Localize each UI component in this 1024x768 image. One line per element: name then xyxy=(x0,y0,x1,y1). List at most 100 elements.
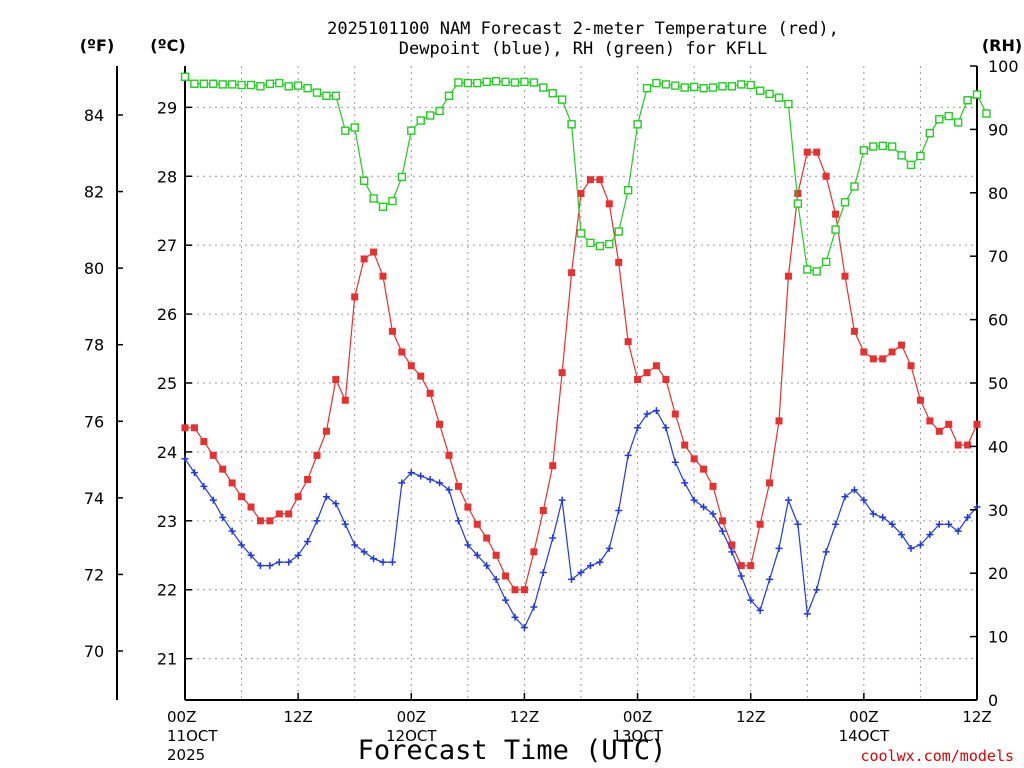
data-point xyxy=(774,93,784,102)
data-point xyxy=(190,469,198,477)
data-point xyxy=(181,424,189,432)
data-point xyxy=(586,238,595,248)
data-point xyxy=(247,503,255,511)
data-point xyxy=(766,479,774,487)
fahrenheit-unit-label: (ºF) xyxy=(80,36,115,55)
data-point xyxy=(425,111,435,120)
data-point xyxy=(634,424,642,432)
data-point xyxy=(615,506,623,514)
data-point xyxy=(869,510,877,518)
data-point xyxy=(369,194,378,203)
data-point xyxy=(209,79,218,88)
data-point xyxy=(379,558,387,566)
fahrenheit-tick-label: 76 xyxy=(84,412,104,431)
celsius-tick-label: 21 xyxy=(157,650,177,669)
data-point xyxy=(652,78,661,88)
data-point xyxy=(539,506,547,514)
time-tick-label: 00Z xyxy=(397,708,426,726)
data-point xyxy=(576,229,586,238)
fahrenheit-tick-label: 82 xyxy=(84,183,104,202)
rh-tick-label: 40 xyxy=(988,437,1008,456)
data-point xyxy=(332,500,340,508)
data-point xyxy=(530,548,538,556)
data-point xyxy=(238,493,246,501)
data-point xyxy=(548,89,557,98)
data-point xyxy=(256,562,264,570)
data-point xyxy=(907,544,915,552)
rh-tick-label: 50 xyxy=(988,374,1008,393)
data-point xyxy=(397,172,407,182)
data-point xyxy=(681,479,689,487)
data-point xyxy=(378,202,388,211)
fahrenheit-tick-label: 84 xyxy=(84,106,104,125)
data-point xyxy=(737,80,746,89)
data-point xyxy=(624,338,632,346)
data-point xyxy=(445,451,453,459)
data-point xyxy=(652,407,660,415)
chart-title-line1: 2025101100 NAM Forecast 2-meter Temperat… xyxy=(327,19,839,39)
data-point xyxy=(737,562,745,570)
data-point xyxy=(765,89,774,99)
data-point xyxy=(511,613,519,621)
credit-text: coolwx.com/models xyxy=(860,747,1014,765)
data-point xyxy=(265,79,275,88)
data-point xyxy=(945,420,953,428)
data-point xyxy=(388,196,397,206)
data-point xyxy=(530,603,538,611)
data-point xyxy=(690,496,698,504)
data-point xyxy=(747,596,755,604)
rh-tick-label: 20 xyxy=(988,564,1008,583)
data-point xyxy=(199,79,209,88)
data-point xyxy=(473,551,481,559)
data-point xyxy=(436,420,444,428)
time-tick-label: 12Z xyxy=(283,708,312,726)
series-rh xyxy=(180,72,991,276)
data-point xyxy=(557,95,567,104)
data-point xyxy=(841,272,849,280)
data-point xyxy=(464,503,472,511)
data-point xyxy=(266,562,274,570)
data-point xyxy=(784,99,793,109)
data-point xyxy=(312,88,322,97)
data-point xyxy=(831,225,840,234)
data-point xyxy=(784,272,792,280)
data-point xyxy=(671,458,679,466)
time-tick-label: 2025 xyxy=(167,746,205,764)
data-point xyxy=(850,486,858,494)
data-point xyxy=(473,520,481,528)
data-point xyxy=(709,482,717,490)
celsius-tick-label: 26 xyxy=(157,305,177,324)
rh-tick-label: 30 xyxy=(988,501,1008,520)
data-point xyxy=(652,362,660,370)
data-point xyxy=(642,83,652,93)
data-point xyxy=(888,520,896,528)
series-line xyxy=(184,76,987,273)
data-point xyxy=(350,123,359,132)
data-point xyxy=(615,258,623,266)
time-tick-label: 12Z xyxy=(510,708,539,726)
data-point xyxy=(568,575,576,583)
data-point xyxy=(756,520,764,528)
data-point xyxy=(275,78,284,88)
data-point xyxy=(879,513,887,521)
data-point xyxy=(586,176,594,184)
data-point xyxy=(181,455,189,463)
data-point xyxy=(510,78,520,87)
data-point xyxy=(822,172,830,180)
data-point xyxy=(398,479,406,487)
data-point xyxy=(935,520,943,528)
data-point xyxy=(624,451,632,459)
data-point xyxy=(803,610,811,618)
data-point xyxy=(246,80,256,90)
data-point xyxy=(813,148,821,156)
data-point xyxy=(681,441,689,449)
data-point xyxy=(266,517,274,525)
data-point xyxy=(746,80,755,90)
data-point xyxy=(445,486,453,494)
data-point xyxy=(973,420,981,428)
data-point xyxy=(832,520,840,528)
data-point xyxy=(888,348,896,356)
data-point xyxy=(822,548,830,556)
data-point xyxy=(331,91,341,100)
data-point xyxy=(322,91,331,100)
